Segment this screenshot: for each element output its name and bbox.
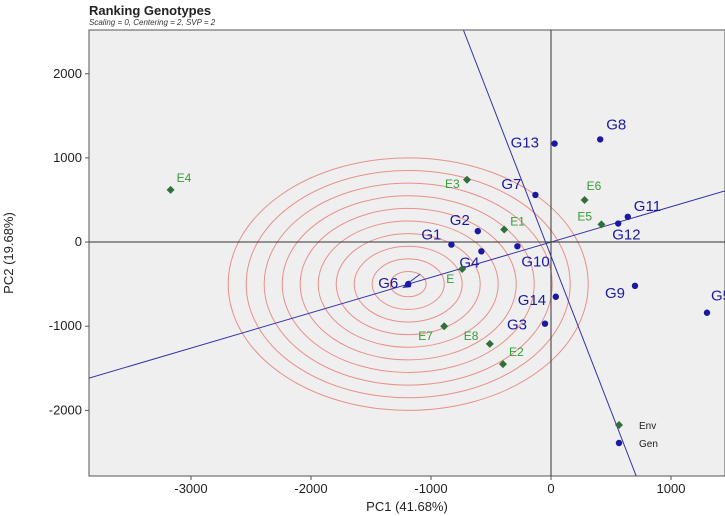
concentric-circle-9 (245, 170, 571, 399)
axis-ticks: -3000 -2000 -1000 0 1000 2000 1000 0 -1000 -2000 (49, 66, 686, 496)
x-tick-label--3000: -3000 (174, 481, 207, 496)
y-tick-label--2000: -2000 (49, 402, 82, 417)
chart-title: Ranking Genotypes (89, 3, 212, 18)
env-label-e4: E4 (177, 171, 192, 185)
gen-label-g3: G3 (507, 317, 527, 334)
gen-label-g2: G2 (450, 212, 470, 229)
gen-label-g6: G6 (378, 275, 398, 292)
y-tick-label--1000: -1000 (49, 318, 82, 333)
legend-gen-label: Gen (639, 439, 658, 450)
env-label-e3: E3 (445, 177, 460, 191)
y-tick-label-2000: 2000 (53, 66, 82, 81)
concentric-circle-6 (299, 207, 517, 361)
gen-label-g8: G8 (606, 116, 626, 133)
gen-label-g4: G4 (459, 254, 479, 271)
gen-point-g12 (615, 220, 622, 227)
env-label-e: E (446, 272, 454, 286)
gen-point-g7 (532, 191, 539, 199)
env-label-e2: E2 (509, 345, 524, 359)
x-tick-label-1000: 1000 (657, 481, 686, 496)
gen-point-g11 (624, 213, 631, 221)
legend: Env Gen (615, 421, 658, 450)
x-tick-label--1000: -1000 (414, 481, 447, 496)
concentric-circle-8 (263, 182, 553, 386)
concentric-circle-7 (281, 195, 535, 373)
gen-point-g1 (448, 241, 455, 248)
gen-point-g9 (631, 282, 639, 290)
env-label-e6: E6 (587, 179, 602, 193)
concentric-circle-10 (227, 157, 589, 411)
env-label-e1: E1 (510, 214, 525, 228)
zero-axes (89, 30, 725, 476)
env-label-e8: E8 (464, 329, 479, 343)
gen-point-g10 (514, 243, 521, 250)
plot-area (88, 29, 725, 477)
perpendicular-line (462, 30, 637, 476)
env-point-e (458, 264, 467, 273)
gen-label-g1: G1 (421, 227, 441, 244)
gen-label-g10: G10 (521, 253, 549, 270)
env-point-e5 (597, 220, 606, 229)
gen-label-g7: G7 (501, 176, 521, 193)
gen-label-g13: G13 (511, 135, 539, 152)
env-label-e7: E7 (418, 329, 433, 343)
gen-point-g6 (405, 280, 412, 288)
chart-subtitle: Scaling = 0, Centering = 2, SVP = 2 (89, 18, 216, 27)
legend-env-label: Env (639, 421, 656, 432)
gen-label-g11: G11 (634, 198, 661, 215)
x-tick-label-0: 0 (547, 481, 554, 496)
env-point-e3 (463, 175, 471, 184)
gen-label-g5: G5 (711, 288, 725, 305)
gen-point-g5 (703, 309, 711, 316)
env-point-e1 (500, 225, 509, 234)
gen-point-g14 (552, 293, 559, 300)
data-marks: G1 G2 G3 G4 G5 G6 G7 G8 G9 G10 G11 G12 G13 G14 E E1 E2 E3… (166, 116, 725, 369)
gen-label-g9: G9 (605, 285, 625, 302)
concentric-circle-5 (317, 220, 499, 348)
env-point-e6 (580, 195, 589, 204)
legend-gen-marker (615, 439, 623, 447)
gen-label-g12: G12 (612, 227, 640, 244)
env-point-e8 (485, 339, 494, 348)
concentric-circle-2 (371, 258, 445, 310)
x-axis-title: PC1 (41.68%) (366, 499, 448, 514)
y-tick-label-1000: 1000 (53, 150, 82, 165)
env-point-e7 (440, 322, 449, 331)
gen-point-g4 (478, 248, 485, 255)
concentric-circles (227, 157, 589, 411)
gen-point-g13 (551, 140, 558, 147)
gen-label-g14: G14 (518, 292, 546, 309)
concentric-circle-3 (353, 245, 463, 323)
gen-point-g3 (541, 320, 549, 327)
legend-env-marker (615, 421, 623, 429)
y-axis-title: PC2 (19.68%) (1, 212, 16, 294)
x-tick-label--2000: -2000 (294, 481, 327, 496)
gen-point-g2 (474, 227, 481, 235)
env-point-e2 (499, 360, 507, 369)
env-point-e4 (166, 185, 175, 194)
gen-point-g8 (597, 136, 604, 143)
concentric-circle-4 (335, 233, 481, 336)
concentric-circle-1 (389, 271, 427, 298)
env-label-e5: E5 (577, 209, 592, 223)
y-tick-label-0: 0 (75, 234, 82, 249)
